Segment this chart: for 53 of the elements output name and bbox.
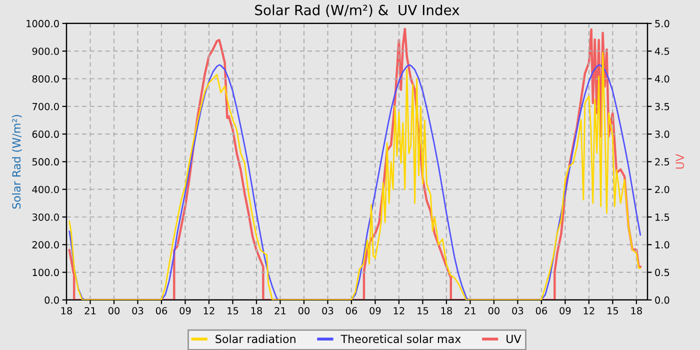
y-tick-label: 600.0 xyxy=(32,130,59,138)
x-tick-label: 06 xyxy=(536,307,548,314)
x-tick-label: 00 xyxy=(488,307,500,314)
x-tick-label: 00 xyxy=(298,307,310,314)
x-tick-label: 18 xyxy=(631,307,642,314)
y-tick-label: 900.0 xyxy=(32,48,59,55)
y-tick-label: 800.0 xyxy=(32,75,59,83)
x-tick-label: 15 xyxy=(418,307,428,314)
y-tick-label: 200.0 xyxy=(32,241,59,248)
x-tick-label: 06 xyxy=(346,307,358,314)
legend-label: Theoretical solar max xyxy=(340,334,461,344)
x-tick-label: 03 xyxy=(512,307,524,314)
x-tick-label: 18 xyxy=(251,307,262,314)
y2-tick-label: 1.5 xyxy=(656,214,670,221)
chart-title: Solar Rad (W/m²) & UV Index xyxy=(255,4,460,17)
x-tick-label: 09 xyxy=(370,307,381,314)
x-tick-label: 09 xyxy=(560,307,571,314)
y2-tick-label: 5.0 xyxy=(655,20,670,28)
y2-tick-label: 4.0 xyxy=(654,75,670,83)
x-tick-label: 18 xyxy=(61,307,72,314)
y2-tick-label: 1.0 xyxy=(656,241,670,248)
x-tick-label: 15 xyxy=(608,307,618,314)
y2-axis-title: UV xyxy=(676,154,684,169)
y2-tick-label: 4.5 xyxy=(654,48,670,55)
x-tick-label: 12 xyxy=(584,307,594,314)
y-tick-label: 1000.0 xyxy=(26,20,59,28)
legend-label: Solar radiation xyxy=(216,334,296,344)
y2-tick-label: 2.0 xyxy=(655,186,670,194)
x-tick-label: 15 xyxy=(228,307,238,314)
y-tick-label: 500.0 xyxy=(32,158,59,166)
x-tick-label: 06 xyxy=(156,307,168,314)
x-tick-label: 21 xyxy=(84,307,96,314)
y2-tick-label: 2.5 xyxy=(655,158,670,166)
x-tick-label: 09 xyxy=(180,307,191,314)
x-tick-label: 12 xyxy=(394,307,404,314)
x-tick-label: 00 xyxy=(108,307,120,314)
x-tick-label: 21 xyxy=(274,307,286,314)
y-tick-label: 700.0 xyxy=(32,102,59,110)
y-tick-label: 300.0 xyxy=(32,213,59,221)
y-tick-label: 0.0 xyxy=(44,296,59,304)
y-tick-label: 100.0 xyxy=(32,268,59,276)
x-tick-label: 03 xyxy=(132,307,144,314)
y-tick-label: 400.0 xyxy=(32,186,59,194)
x-tick-label: 12 xyxy=(204,307,214,314)
x-tick-label: 18 xyxy=(441,307,452,314)
legend-label: UV xyxy=(506,334,522,344)
y2-tick-label: 3.5 xyxy=(655,102,670,110)
y-axis-title: Solar Rad (W/m²) xyxy=(12,114,22,209)
y2-tick-label: 0.0 xyxy=(655,296,670,304)
x-tick-label: 03 xyxy=(322,307,334,314)
y2-tick-label: 0.5 xyxy=(655,268,670,276)
x-tick-label: 21 xyxy=(464,307,476,314)
y2-tick-label: 3.0 xyxy=(655,130,670,138)
